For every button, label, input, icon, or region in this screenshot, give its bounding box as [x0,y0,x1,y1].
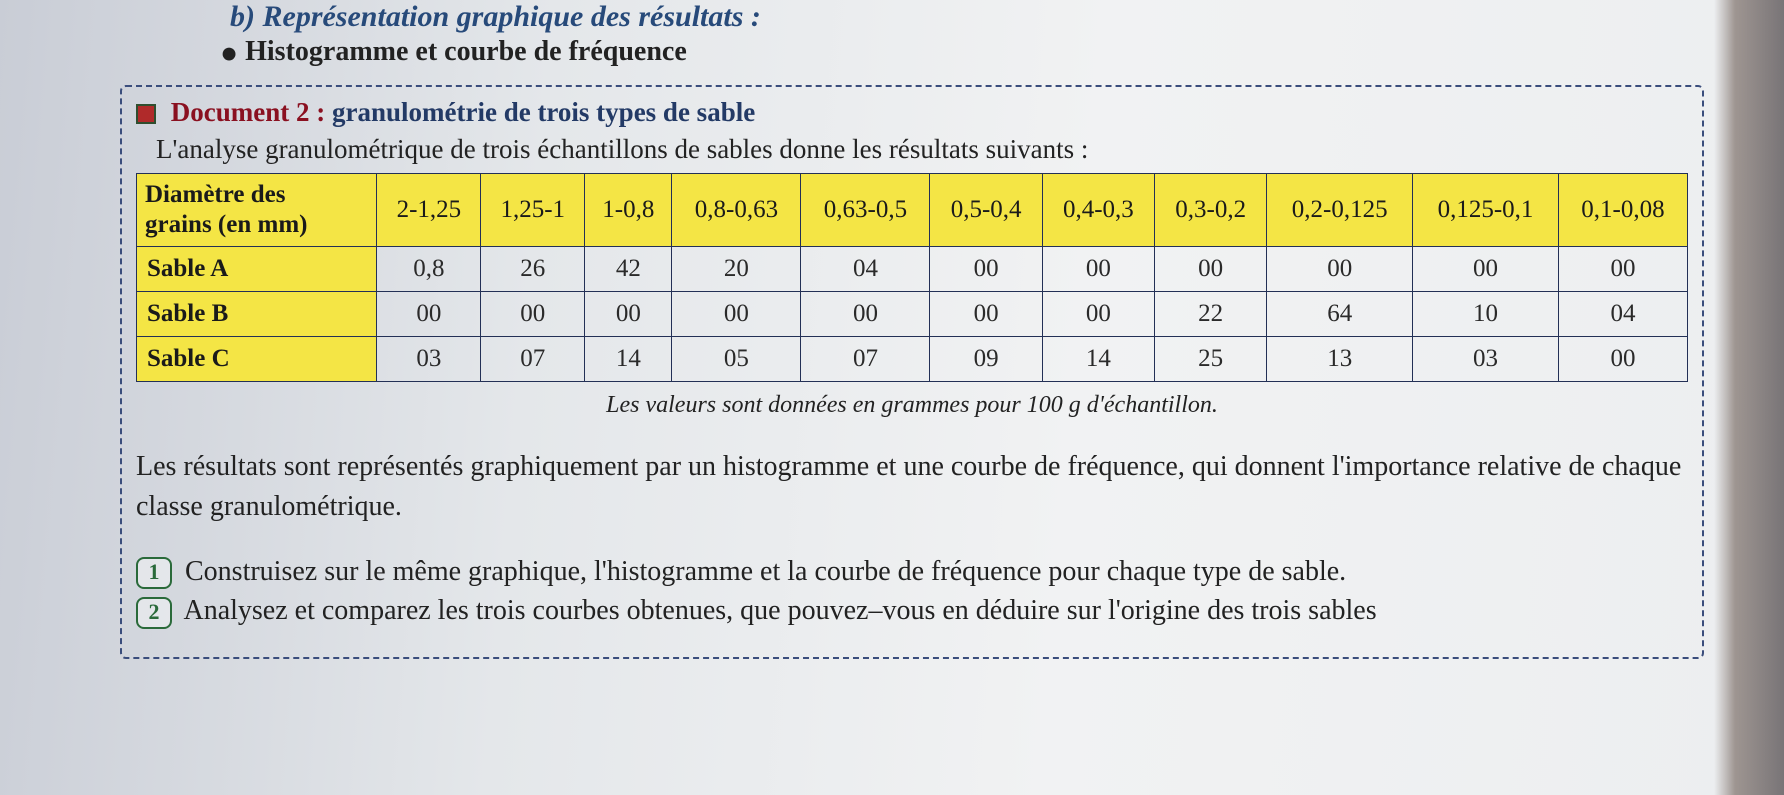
row-label: Sable B [137,291,377,336]
col-header: 0,8-0,63 [672,173,801,246]
square-marker-icon [136,104,156,124]
col-header: 0,63-0,5 [801,173,930,246]
content-area: b) Représentation graphique des résultat… [120,0,1704,659]
corner-line1: Diamètre des [145,181,285,208]
cell: 64 [1267,291,1413,336]
cell: 00 [585,291,672,336]
document-label: Document 2 : [171,97,325,127]
col-header: 0,2-0,125 [1267,173,1413,246]
cell: 00 [930,246,1042,291]
col-header: 0,5-0,4 [930,173,1042,246]
col-header: 0,4-0,3 [1042,173,1154,246]
col-header: 0,125-0,1 [1413,173,1559,246]
question-number-badge: 1 [136,557,172,589]
section-prefix: b) Représentation [230,0,449,33]
question-2: 2 Analysez et comparez les trois courbes… [136,595,1688,629]
row-label: Sable C [137,336,377,381]
cell: 14 [1042,336,1154,381]
section-bullet-text: Histogramme et courbe de fréquence [245,36,687,67]
cell: 04 [801,246,930,291]
bullet-icon: ● [220,37,238,70]
document-subtitle: granulométrie de trois types de sable [332,97,755,127]
question-1-text: Construisez sur le même graphique, l'his… [185,556,1346,587]
cell: 00 [481,291,585,336]
col-header: 2-1,25 [377,173,481,246]
cell: 09 [930,336,1042,381]
col-header: 1-0,8 [585,173,672,246]
cell: 00 [1042,291,1154,336]
cell: 00 [801,291,930,336]
cell: 10 [1413,291,1559,336]
row-label: Sable A [137,246,377,291]
cell: 00 [1558,246,1687,291]
table-caption: Les valeurs sont données en grammes pour… [136,392,1688,419]
col-header: 1,25-1 [481,173,585,246]
cell: 14 [585,336,672,381]
cell: 07 [481,336,585,381]
document-box: Document 2 : granulométrie de trois type… [120,85,1704,659]
cell: 26 [481,246,585,291]
section-title: b) Représentation graphique des résultat… [230,0,1704,34]
table-corner-cell: Diamètre des grains (en mm) [137,173,377,246]
table-header-row: Diamètre des grains (en mm) 2-1,25 1,25-… [137,173,1688,246]
cell: 0,8 [377,246,481,291]
cell: 42 [585,246,672,291]
question-1: 1 Construisez sur le même graphique, l'h… [136,556,1688,590]
cell: 20 [672,246,801,291]
table-row: Sable B 00 00 00 00 00 00 00 22 64 10 04 [137,291,1688,336]
cell: 05 [672,336,801,381]
cell: 03 [1413,336,1559,381]
photo-right-edge [1714,0,1784,795]
cell: 07 [801,336,930,381]
cell: 04 [1558,291,1687,336]
page: b) Représentation graphique des résultat… [0,0,1784,795]
cell: 00 [1155,246,1267,291]
cell: 00 [1558,336,1687,381]
questions-block: 1 Construisez sur le même graphique, l'h… [136,556,1688,629]
document-intro: L'analyse granulométrique de trois échan… [156,134,1688,165]
cell: 03 [377,336,481,381]
cell: 13 [1267,336,1413,381]
granulometry-table: Diamètre des grains (en mm) 2-1,25 1,25-… [136,173,1688,382]
question-number-badge: 2 [136,597,172,629]
document-title-line: Document 2 : granulométrie de trois type… [136,97,1688,128]
cell: 00 [1042,246,1154,291]
cell: 00 [377,291,481,336]
cell: 00 [1413,246,1559,291]
cell: 22 [1155,291,1267,336]
explanation-paragraph: Les résultats sont représentés graphique… [136,447,1688,528]
section-bullet-line: ● Histogramme et courbe de fréquence [220,36,1704,71]
question-2-text: Analysez et comparez les trois courbes o… [183,595,1376,626]
cell: 00 [1267,246,1413,291]
table-row: Sable A 0,8 26 42 20 04 00 00 00 00 00 0… [137,246,1688,291]
section-title-rest: graphique des résultats : [457,0,761,33]
col-header: 0,3-0,2 [1155,173,1267,246]
cell: 00 [930,291,1042,336]
cell: 00 [672,291,801,336]
table-row: Sable C 03 07 14 05 07 09 14 25 13 03 00 [137,336,1688,381]
corner-line2: grains (en mm) [145,211,307,238]
col-header: 0,1-0,08 [1558,173,1687,246]
cell: 25 [1155,336,1267,381]
